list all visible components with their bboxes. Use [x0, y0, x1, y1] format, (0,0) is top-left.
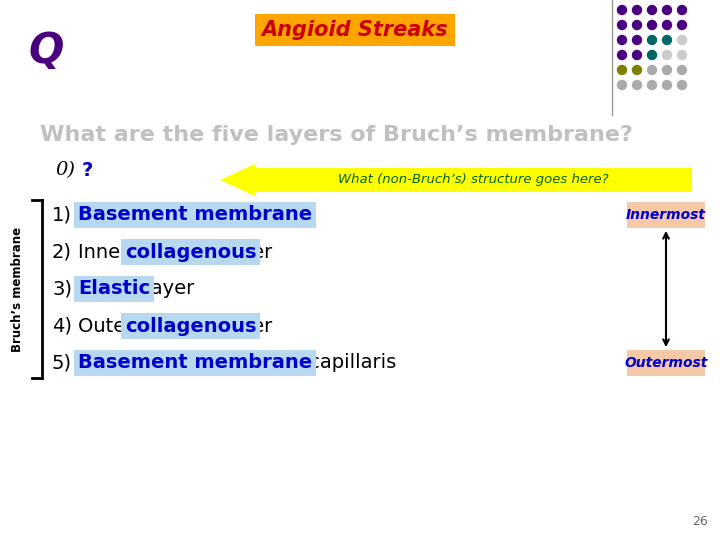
Text: 0): 0)	[55, 161, 75, 179]
Circle shape	[632, 65, 642, 75]
Circle shape	[632, 36, 642, 44]
Circle shape	[662, 80, 672, 90]
Text: 26: 26	[692, 515, 708, 528]
Text: Basement membrane: Basement membrane	[78, 206, 312, 225]
Polygon shape	[220, 164, 255, 196]
Circle shape	[618, 36, 626, 44]
Text: Angioid Streaks: Angioid Streaks	[261, 20, 449, 40]
Circle shape	[618, 80, 626, 90]
Circle shape	[632, 51, 642, 59]
FancyBboxPatch shape	[627, 202, 705, 228]
Text: Q: Q	[28, 30, 63, 72]
Text: of choriocapillaris: of choriocapillaris	[217, 354, 396, 373]
Text: Inner: Inner	[78, 242, 135, 261]
Text: collagenous: collagenous	[125, 242, 256, 261]
Circle shape	[678, 51, 686, 59]
Text: 2): 2)	[52, 242, 72, 261]
Text: 4): 4)	[52, 316, 72, 335]
Circle shape	[632, 5, 642, 15]
Circle shape	[647, 5, 657, 15]
Text: 5): 5)	[52, 354, 72, 373]
Text: 3): 3)	[52, 280, 72, 299]
Circle shape	[678, 80, 686, 90]
Circle shape	[618, 65, 626, 75]
Circle shape	[662, 65, 672, 75]
Circle shape	[647, 51, 657, 59]
Circle shape	[632, 21, 642, 30]
Text: What are the five layers of Bruch’s membrane?: What are the five layers of Bruch’s memb…	[40, 125, 633, 145]
Circle shape	[678, 21, 686, 30]
Text: Outermost: Outermost	[624, 356, 708, 370]
Text: 1): 1)	[52, 206, 72, 225]
Text: collagenous: collagenous	[125, 316, 256, 335]
Circle shape	[662, 5, 672, 15]
FancyBboxPatch shape	[255, 14, 455, 46]
Circle shape	[632, 80, 642, 90]
Circle shape	[647, 21, 657, 30]
FancyBboxPatch shape	[627, 350, 705, 376]
Circle shape	[618, 21, 626, 30]
Text: Elastic: Elastic	[78, 280, 150, 299]
Bar	[255, 168, 692, 192]
Circle shape	[678, 5, 686, 15]
Text: layer: layer	[138, 280, 194, 299]
Text: What (non-Bruch’s) structure goes here?: What (non-Bruch’s) structure goes here?	[338, 173, 609, 186]
Circle shape	[647, 80, 657, 90]
Circle shape	[618, 5, 626, 15]
Text: Basement membrane: Basement membrane	[78, 354, 312, 373]
Text: layer: layer	[217, 316, 272, 335]
Text: Innermost: Innermost	[626, 208, 706, 222]
Text: of RPE: of RPE	[217, 206, 285, 225]
Circle shape	[662, 51, 672, 59]
Text: Outer: Outer	[78, 316, 140, 335]
Circle shape	[662, 36, 672, 44]
Text: ?: ?	[82, 160, 94, 179]
Circle shape	[678, 65, 686, 75]
Circle shape	[618, 51, 626, 59]
Text: layer: layer	[217, 242, 272, 261]
Text: Bruch’s membrane: Bruch’s membrane	[12, 226, 24, 352]
Circle shape	[647, 65, 657, 75]
Circle shape	[662, 21, 672, 30]
Circle shape	[647, 36, 657, 44]
Circle shape	[678, 36, 686, 44]
